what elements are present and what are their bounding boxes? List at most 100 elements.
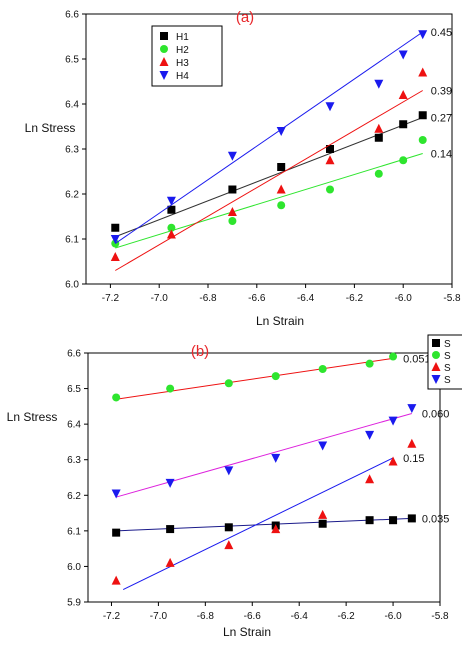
panel-label: (b) xyxy=(191,343,209,360)
series-2: 0.14 xyxy=(111,136,452,249)
legend-marker xyxy=(431,362,441,371)
legend-label: H3 xyxy=(176,58,189,69)
fit-line xyxy=(115,153,423,249)
data-point xyxy=(374,123,384,133)
plot-frame xyxy=(85,13,453,285)
y-tick-label: 5.9 xyxy=(67,598,81,609)
slope-annotation: 0.15 xyxy=(403,453,424,465)
data-point xyxy=(318,519,327,528)
data-point xyxy=(388,456,398,466)
data-point xyxy=(227,207,237,216)
data-point xyxy=(318,365,327,374)
data-point xyxy=(277,201,286,210)
x-tick-label: -6.4 xyxy=(297,293,315,304)
fit-line xyxy=(116,412,412,498)
data-point xyxy=(407,404,417,414)
data-point xyxy=(365,430,375,440)
y-tick-label: 6.0 xyxy=(67,562,81,573)
data-point xyxy=(374,169,383,178)
x-tick-label: -7.2 xyxy=(102,293,120,304)
slope-annotation: 0.051 xyxy=(403,353,431,365)
legend-label: S xyxy=(444,351,451,362)
fit-line xyxy=(116,357,394,400)
legend-marker xyxy=(160,45,168,53)
x-tick-label: -7.0 xyxy=(151,293,169,304)
data-point xyxy=(326,185,334,194)
legend-label: S xyxy=(444,339,451,350)
slope-annotation: 0.035 xyxy=(422,513,450,525)
slope-annotation: 0.060 xyxy=(422,408,450,420)
y-tick-label: 6.0 xyxy=(65,280,79,291)
data-point xyxy=(418,67,428,77)
legend-marker xyxy=(159,57,169,66)
series-4: 0.060 xyxy=(111,404,450,499)
data-point xyxy=(276,127,286,136)
y-tick-label: 6.2 xyxy=(67,491,81,502)
fit-line xyxy=(122,457,394,590)
data-point xyxy=(374,79,384,89)
data-point xyxy=(111,489,121,499)
data-point xyxy=(398,50,408,60)
legend-marker xyxy=(159,71,169,80)
data-point xyxy=(276,184,286,194)
data-point xyxy=(166,525,175,534)
x-tick-label: -6.8 xyxy=(197,611,215,622)
legend-label: H4 xyxy=(176,71,189,82)
y-tick-label: 6.3 xyxy=(67,455,81,466)
y-tick-label: 6.4 xyxy=(65,100,79,111)
y-tick-label: 6.5 xyxy=(67,384,81,395)
x-tick-label: -6.2 xyxy=(338,611,356,622)
y-axis-label: Ln Stress xyxy=(25,121,76,135)
data-point xyxy=(277,163,286,171)
legend-marker xyxy=(160,32,168,40)
data-point xyxy=(365,474,375,484)
data-point xyxy=(389,352,398,361)
slope-annotation: 0.45 xyxy=(431,27,452,39)
x-tick-label: -6.2 xyxy=(346,293,364,304)
data-point xyxy=(112,393,121,402)
data-point xyxy=(325,102,335,112)
data-point xyxy=(111,223,120,232)
data-point xyxy=(271,453,281,463)
data-point xyxy=(374,133,383,142)
data-point xyxy=(399,120,408,129)
x-tick-label: -5.8 xyxy=(443,293,461,304)
series-4: 0.45 xyxy=(110,27,452,244)
data-point xyxy=(365,359,374,368)
data-point xyxy=(418,30,428,40)
x-tick-label: -5.8 xyxy=(431,611,449,622)
slope-annotation: 0.14 xyxy=(431,149,452,161)
x-tick-label: -6.8 xyxy=(199,293,217,304)
legend-marker xyxy=(431,375,441,384)
chart-panel-a: -7.2 -7.0 -6.8 -6.6 -6.4 -6.2 -6.0 -5.8 6.0 6.1 6.… xyxy=(25,9,461,328)
data-point xyxy=(166,229,176,239)
slope-annotation: 0.27 xyxy=(431,113,452,125)
y-tick-label: 6.4 xyxy=(67,420,81,431)
data-point xyxy=(228,185,237,194)
series-1: 0.27 xyxy=(111,111,452,238)
series-1: 0.035 xyxy=(112,513,450,537)
data-point xyxy=(418,111,427,120)
data-point xyxy=(112,528,121,537)
x-axis-label: Ln Strain xyxy=(256,314,304,328)
panel-label: (a) xyxy=(236,9,254,26)
data-point xyxy=(407,514,416,523)
data-point xyxy=(399,156,408,165)
x-tick-label: -6.0 xyxy=(384,611,402,622)
fit-line xyxy=(115,117,423,238)
data-point xyxy=(224,540,234,550)
x-tick-label: -6.0 xyxy=(395,293,413,304)
x-tick-label: -7.2 xyxy=(103,611,121,622)
data-point xyxy=(166,384,175,393)
data-point xyxy=(418,136,427,144)
y-tick-label: 6.6 xyxy=(67,349,81,360)
legend-marker xyxy=(432,351,440,359)
chart-panel-b: -7.2 -7.0 -6.8 -6.6 -6.4 -6.2 -6.0 -5.8 5.9 6.0 6.… xyxy=(7,334,462,639)
data-point xyxy=(224,523,233,532)
y-axis-label: Ln Stress xyxy=(7,410,58,424)
fit-line xyxy=(116,517,412,532)
data-point xyxy=(325,155,335,165)
data-point xyxy=(166,196,176,206)
